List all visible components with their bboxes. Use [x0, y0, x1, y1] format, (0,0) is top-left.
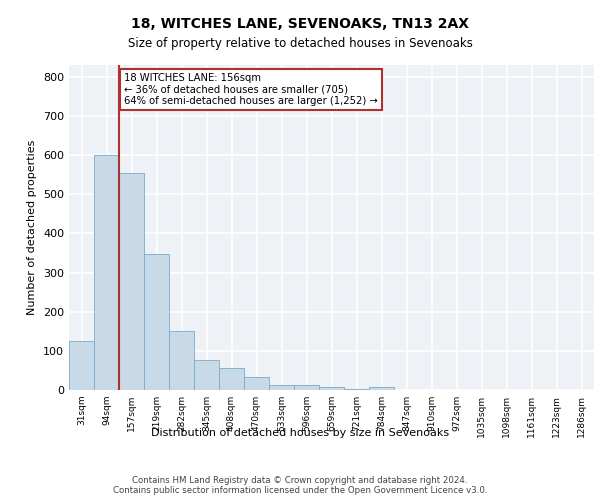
Bar	[144, 254, 169, 390]
Text: 18 WITCHES LANE: 156sqm
← 36% of detached houses are smaller (705)
64% of semi-d: 18 WITCHES LANE: 156sqm ← 36% of detache…	[124, 73, 378, 106]
Bar	[169, 332, 194, 390]
Text: Distribution of detached houses by size in Sevenoaks: Distribution of detached houses by size …	[151, 428, 449, 438]
Text: Size of property relative to detached houses in Sevenoaks: Size of property relative to detached ho…	[128, 38, 472, 51]
Bar	[94, 155, 119, 390]
Bar	[219, 368, 244, 390]
Bar	[294, 385, 319, 390]
Bar	[269, 384, 294, 390]
Bar	[69, 341, 94, 390]
Bar	[344, 389, 369, 390]
Bar	[119, 172, 144, 390]
Text: Contains HM Land Registry data © Crown copyright and database right 2024.
Contai: Contains HM Land Registry data © Crown c…	[113, 476, 487, 495]
Text: 18, WITCHES LANE, SEVENOAKS, TN13 2AX: 18, WITCHES LANE, SEVENOAKS, TN13 2AX	[131, 18, 469, 32]
Y-axis label: Number of detached properties: Number of detached properties	[28, 140, 37, 315]
Bar	[194, 360, 219, 390]
Bar	[319, 387, 344, 390]
Bar	[369, 387, 394, 390]
Bar	[244, 377, 269, 390]
